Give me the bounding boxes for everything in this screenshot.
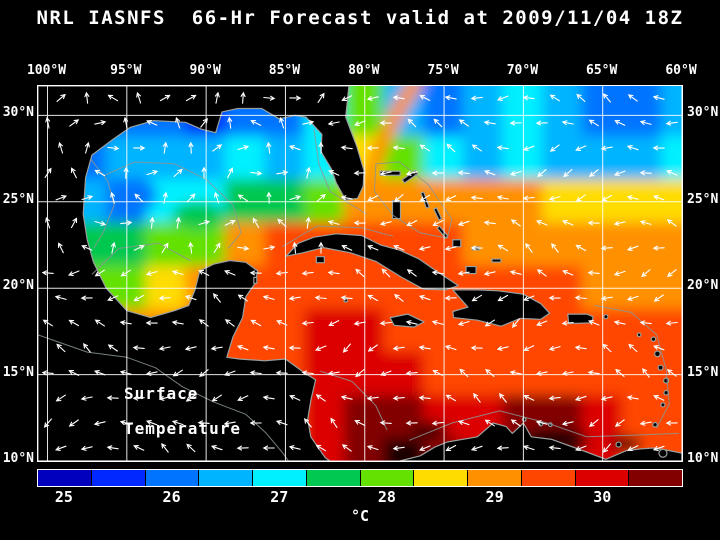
lon-tick-label: 65°W — [586, 63, 618, 78]
colorbar-segment — [306, 470, 361, 486]
colorbar-tick-label: 26 — [162, 488, 181, 506]
colorbar-tick-label: 25 — [54, 488, 73, 506]
colorbar-unit-label: °C — [350, 507, 370, 525]
lat-tick-label-left: 20°N — [2, 278, 34, 294]
colorbar-tick-label: 29 — [485, 488, 504, 506]
colorbar-segment — [145, 470, 200, 486]
lon-tick-label: 70°W — [506, 63, 539, 78]
lat-tick-label-right: 20°N — [687, 278, 719, 294]
lat-tick-label-left: 10°N — [2, 451, 34, 466]
lat-tick-label-left: 30°N — [2, 105, 34, 121]
lon-tick-label: 100°W — [26, 63, 67, 78]
sst-map-svg — [38, 86, 682, 461]
colorbar-segment — [414, 470, 468, 486]
lat-tick-label-right: 15°N — [687, 364, 719, 380]
vector-arrows-layer — [41, 91, 678, 453]
colorbar-tick-label: 30 — [593, 488, 612, 506]
lon-tick-label: 90°W — [189, 63, 221, 78]
colorbar-segment — [629, 470, 682, 486]
lon-tick-label: 60°W — [665, 63, 697, 78]
colorbar-segment — [360, 470, 415, 486]
figure-title: NRL IASNFS 66-Hr Forecast valid at 2009/… — [36, 7, 684, 29]
colorbar-segment — [38, 470, 92, 486]
colorbar-segments — [38, 470, 682, 486]
lat-tick-label-right: 10°N — [687, 451, 719, 466]
colorbar-segment — [575, 470, 630, 486]
graticule-layer — [38, 86, 682, 461]
colorbar-segment — [521, 470, 576, 486]
colorbar-ticks: 25 26 27 28 29 30 — [37, 488, 683, 506]
temperature-label: Temperature — [124, 419, 241, 438]
colorbar-tick-label: 28 — [377, 488, 396, 506]
lat-tick-label-right: 30°N — [687, 105, 719, 121]
lat-tick-label-left: 25°N — [2, 191, 34, 207]
lat-tick-label-right: 25°N — [687, 191, 719, 207]
lon-tick-label: 95°W — [110, 63, 142, 78]
lat-tick-label-left: 15°N — [2, 364, 34, 380]
colorbar-tick-label: 27 — [270, 488, 289, 506]
colorbar — [37, 469, 683, 487]
colorbar-segment — [199, 470, 253, 486]
surface-label: Surface — [124, 384, 199, 403]
map-frame: Surface Temperature — [37, 85, 683, 462]
colorbar-segment — [468, 470, 522, 486]
lon-tick-label: 75°W — [427, 63, 459, 78]
colorbar-segment — [91, 470, 146, 486]
lon-tick-label: 80°W — [348, 63, 380, 78]
lon-tick-label: 85°W — [268, 63, 301, 78]
colorbar-segment — [253, 470, 307, 486]
